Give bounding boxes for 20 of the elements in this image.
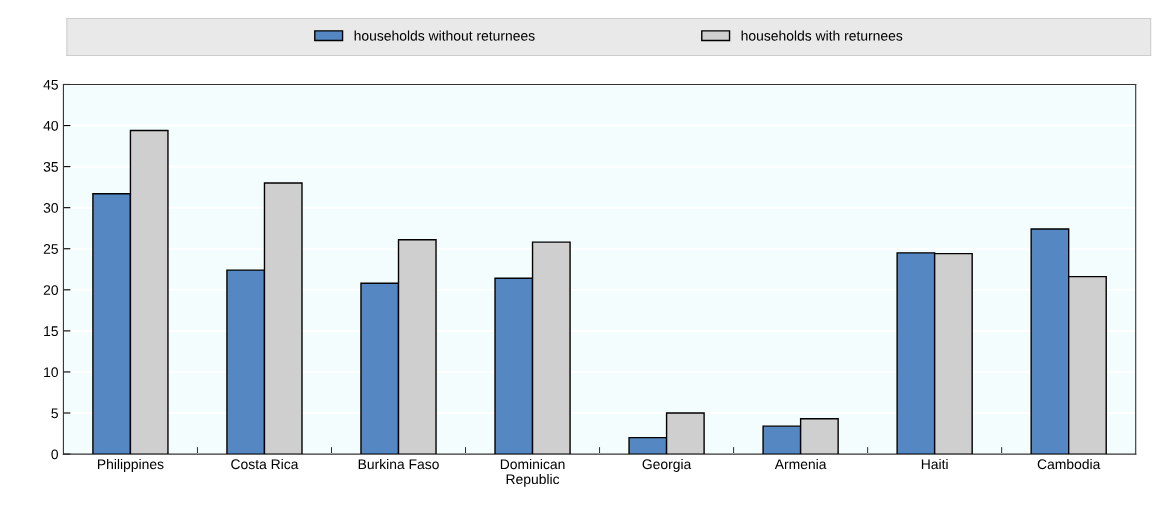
x-tick-label: Cambodia (1037, 458, 1101, 470)
y-tick-label: 5 (51, 408, 58, 419)
y-tick-label: 0 (51, 449, 59, 460)
legend-label: households with returnees (741, 30, 903, 41)
x-tick-label: Armenia (774, 458, 827, 470)
y-tick-label: 20 (43, 285, 59, 295)
y-tick-label: 40 (43, 120, 59, 131)
y-tick-label: 25 (43, 244, 58, 254)
x-tick-label: Dominican Republic (500, 458, 565, 487)
x-tick-label: Haiti (921, 458, 948, 470)
y-tick-label: 30 (43, 203, 59, 213)
x-tick-label: Philippines (97, 458, 164, 472)
y-tick-label: 35 (43, 161, 58, 172)
y-tick-label: 45 (43, 79, 58, 90)
x-tick-label: Burkina Faso (358, 458, 439, 470)
x-tick-label: Georgia (642, 458, 692, 472)
y-tick-label: 10 (44, 367, 59, 378)
x-tick-label: Costa Rica (231, 458, 299, 470)
y-tick-label: 15 (44, 326, 58, 337)
legend-label: households without returnees (354, 30, 535, 41)
